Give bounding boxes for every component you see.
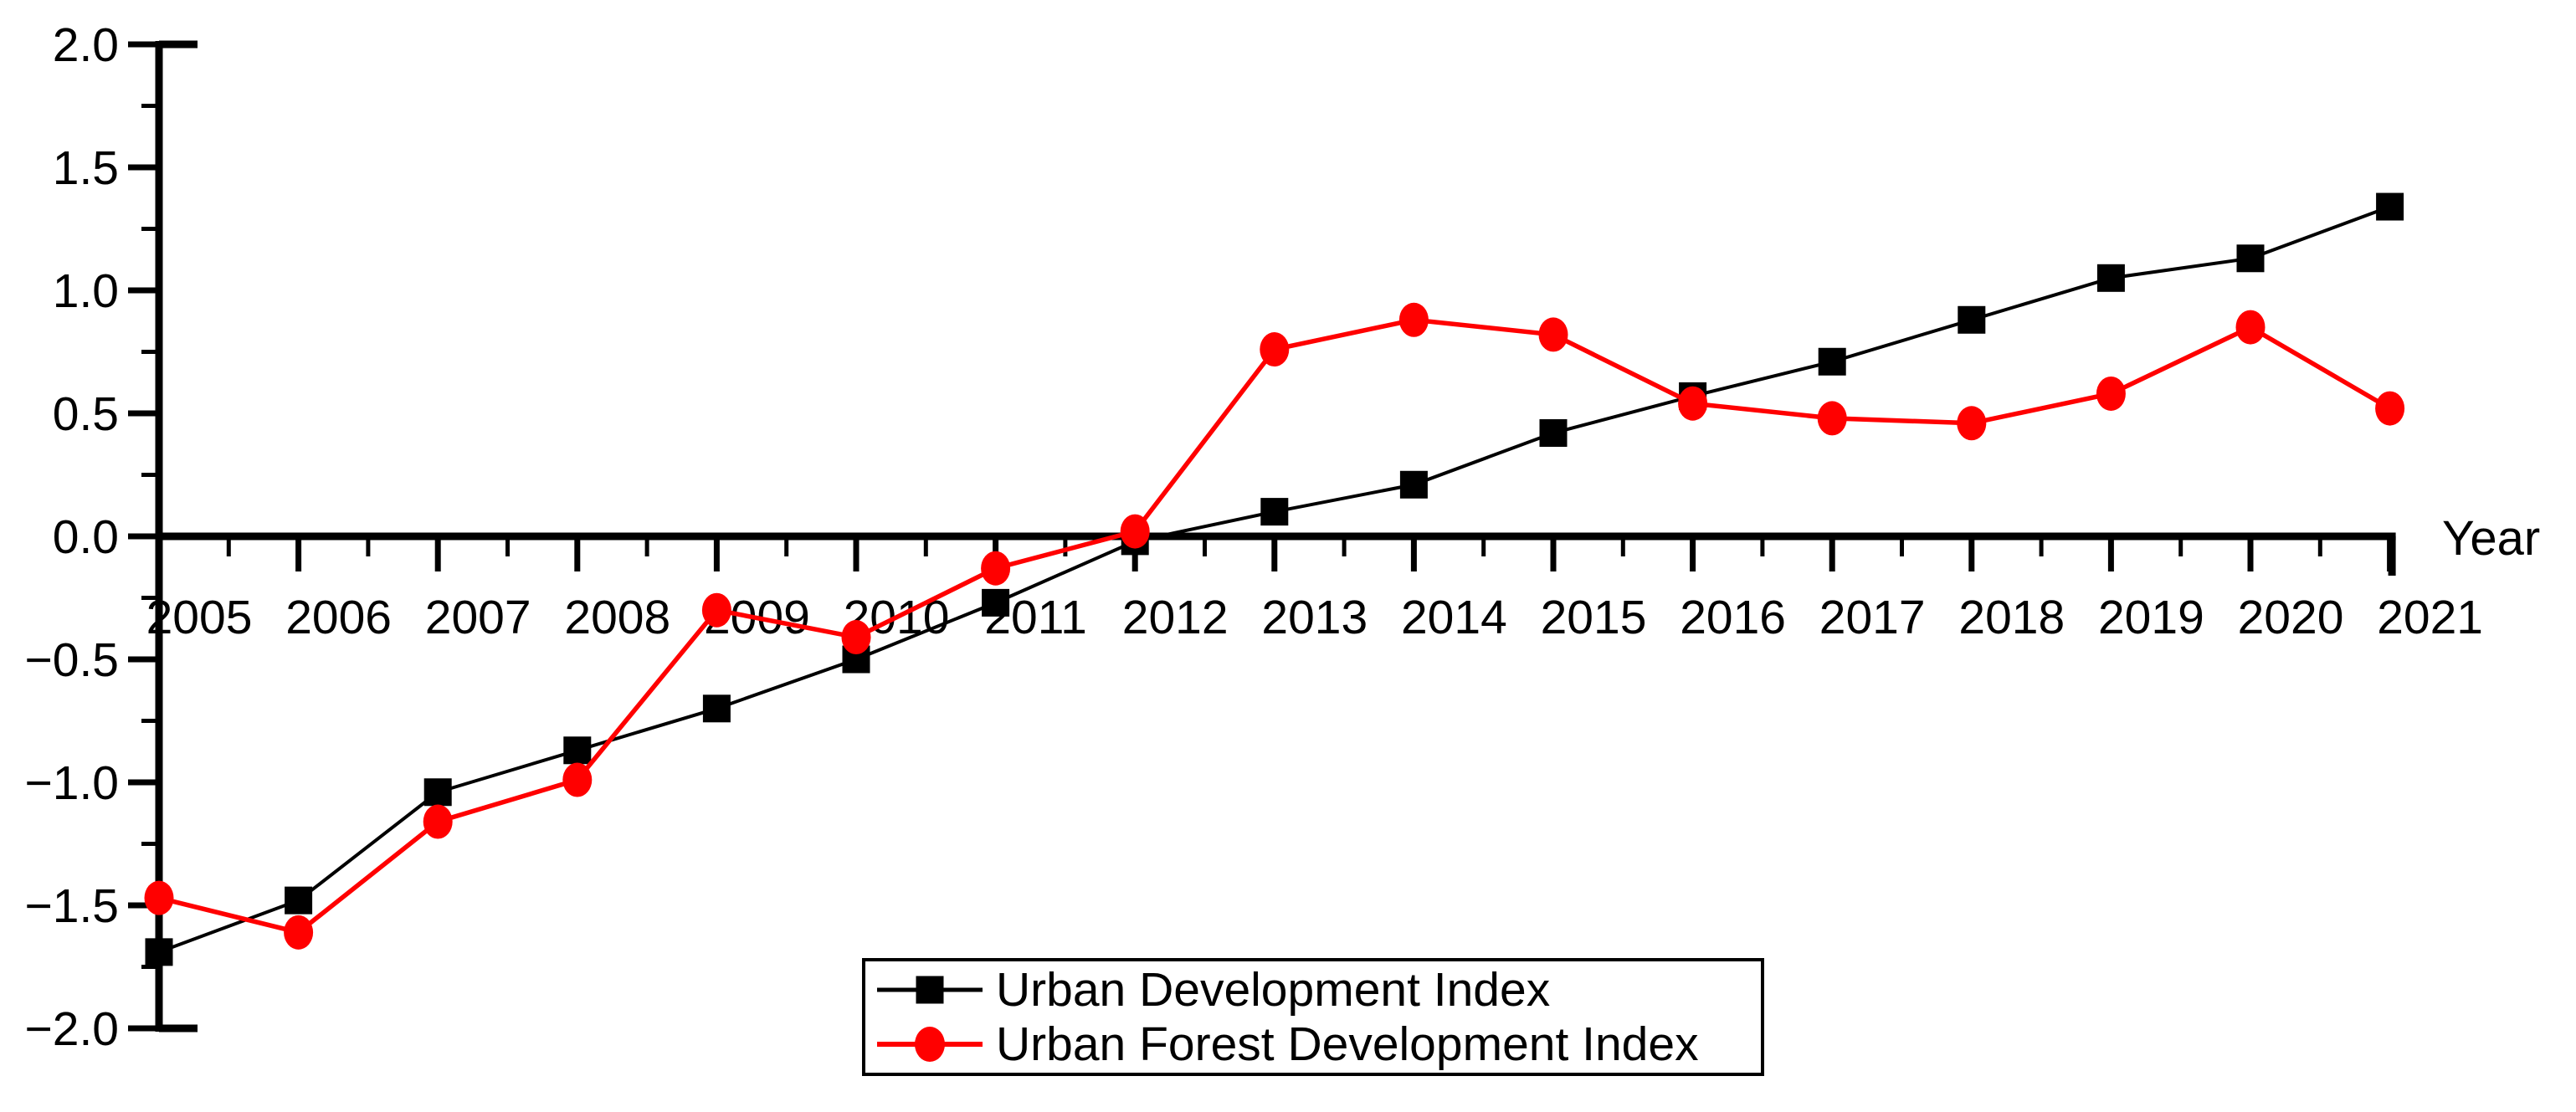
udi-square-marker (2236, 244, 2265, 273)
ufdi-circle-marker (1678, 386, 1708, 421)
x-tick-label: 2017 (1819, 591, 1926, 644)
udi-square-marker (563, 736, 592, 765)
x-tick-label: 2005 (146, 591, 253, 644)
y-tick-label: 0.5 (53, 387, 119, 441)
legend-symbol-ufdi (877, 1023, 983, 1065)
ufdi-circle-marker (423, 804, 453, 839)
ufdi-circle-marker (701, 592, 731, 628)
y-tick-label: 1.0 (53, 264, 119, 318)
x-tick-label: 2013 (1261, 591, 1368, 644)
ufdi-circle-marker (1120, 514, 1150, 549)
y-tick-label: −0.5 (24, 633, 119, 687)
udi-square-marker (1260, 498, 1289, 526)
udi-square-marker (1958, 305, 1986, 334)
legend-square-marker-icon (916, 976, 944, 1004)
y-tick-label: −2.0 (24, 1002, 119, 1056)
x-tick-label: 2008 (564, 591, 670, 644)
ufdi-circle-marker (2096, 376, 2126, 411)
udi-square-marker (2096, 264, 2125, 292)
legend-item-udi: Urban Development Index (877, 963, 1761, 1017)
udi-square-marker (702, 694, 731, 723)
ufdi-circle-marker (284, 915, 314, 950)
udi-square-marker (423, 778, 452, 807)
x-tick-label: 2020 (2238, 591, 2344, 644)
udi-square-marker (285, 886, 313, 915)
ufdi-circle-marker (562, 762, 593, 797)
ufdi-circle-marker (1957, 406, 1987, 441)
legend-symbol-udi (877, 969, 983, 1011)
udi-square-marker (1399, 470, 1428, 499)
ufdi-circle-marker (2375, 391, 2405, 426)
y-tick-label: 2.0 (53, 18, 119, 72)
series-line-udi (158, 205, 2391, 954)
udi-square-marker (1818, 347, 1846, 376)
ufdi-circle-marker (144, 880, 174, 915)
ufdi-circle-marker (841, 620, 871, 655)
udi-square-marker (2376, 192, 2404, 221)
x-axis-title: Year (2442, 511, 2541, 566)
ufdi-circle-marker (1398, 302, 1429, 337)
legend-box: Urban Development Index Urban Forest Dev… (862, 958, 1764, 1076)
legend-item-ufdi: Urban Forest Development Index (877, 1017, 1761, 1071)
ufdi-circle-marker (1260, 332, 1290, 367)
ufdi-circle-marker (2235, 310, 2266, 345)
legend-label-ufdi: Urban Forest Development Index (996, 1017, 1699, 1071)
x-tick-label: 2016 (1680, 591, 1786, 644)
udi-square-marker (1539, 419, 1568, 448)
legend-label-udi: Urban Development Index (996, 963, 1551, 1017)
udi-square-marker (145, 938, 173, 966)
legend-circle-marker-icon (915, 1027, 945, 1062)
x-tick-label: 2007 (425, 591, 531, 644)
x-tick-label: 2014 (1401, 591, 1507, 644)
x-tick-label: 2012 (1122, 591, 1229, 644)
x-tick-label: 2015 (1541, 591, 1647, 644)
x-tick-label: 2021 (2377, 591, 2483, 644)
x-tick-label: 2019 (2098, 591, 2204, 644)
x-tick-label: 2018 (1958, 591, 2065, 644)
ufdi-circle-marker (981, 551, 1011, 586)
udi-square-marker (982, 588, 1010, 617)
ufdi-circle-marker (1538, 317, 1568, 352)
y-tick-label: 1.5 (53, 141, 119, 195)
y-tick-label: −1.5 (24, 879, 119, 933)
ufdi-circle-marker (1817, 401, 1847, 436)
y-tick-label: 0.0 (53, 510, 119, 564)
y-tick-label: −1.0 (24, 756, 119, 810)
x-tick-label: 2006 (285, 591, 392, 644)
